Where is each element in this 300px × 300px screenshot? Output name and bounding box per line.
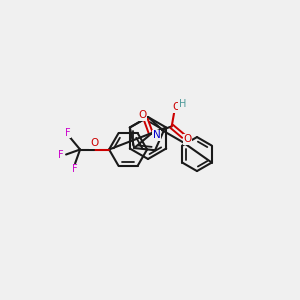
Text: F: F <box>65 128 71 137</box>
Text: N: N <box>153 130 160 140</box>
Text: O: O <box>139 110 147 120</box>
Text: O: O <box>90 139 98 148</box>
Text: H: H <box>179 99 186 109</box>
Text: F: F <box>58 149 64 160</box>
Text: F: F <box>72 164 78 175</box>
Text: O: O <box>172 102 181 112</box>
Text: O: O <box>183 134 192 144</box>
